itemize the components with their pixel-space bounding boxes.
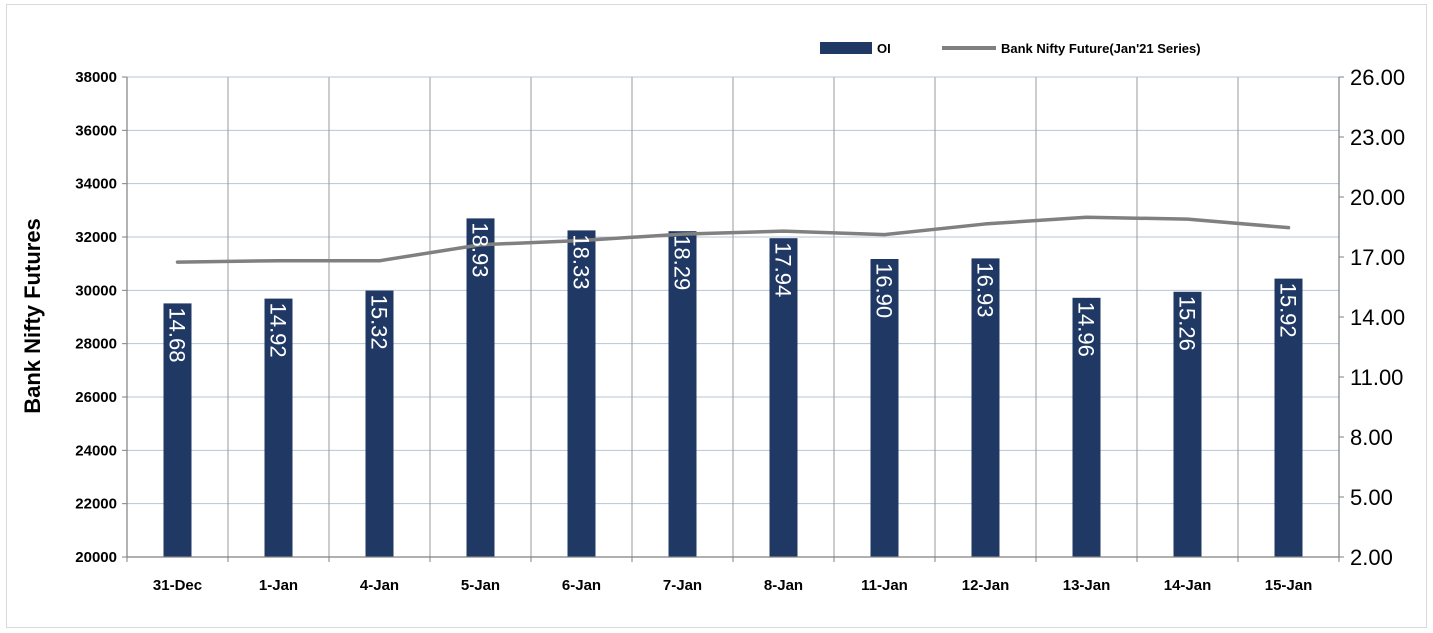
bar-data-label: 18.29 [670, 235, 695, 290]
left-tick-label: 24000 [75, 442, 117, 459]
bar-data-labels: 14.68 14.92 15.32 18.93 18.33 18.29 17.94 16.90… [165, 222, 1301, 362]
left-tick-label: 36000 [75, 122, 117, 139]
right-tick-label: 23.00 [1350, 125, 1405, 150]
bar-7-Jan [668, 231, 697, 557]
left-tick-label: 28000 [75, 336, 117, 353]
legend-label-oi: OI [877, 41, 891, 56]
right-tick-label: 26.00 [1350, 65, 1405, 90]
bar-data-label: 14.92 [266, 303, 291, 358]
y-axis-label: Bank Nifty Futures [20, 218, 45, 414]
x-tick-label: 5-Jan [461, 577, 500, 594]
left-tick-label: 34000 [75, 176, 117, 193]
bar-6-Jan [567, 230, 596, 557]
line-series [175, 215, 1291, 264]
x-tick-label: 4-Jan [360, 577, 399, 594]
right-tick-label: 2.00 [1350, 545, 1393, 570]
bar-12-Jan [971, 258, 1000, 557]
x-tick-label: 6-Jan [562, 577, 601, 594]
bar-data-label: 16.90 [872, 263, 897, 318]
bar-15-Jan [1274, 278, 1303, 557]
bar-data-label: 15.26 [1175, 296, 1200, 351]
tick-labels: 20000 22000 24000 26000 28000 30000 32000 34000… [75, 65, 1405, 594]
bar-1-Jan [264, 298, 293, 557]
x-tick-label: 15-Jan [1265, 577, 1313, 594]
bank-nifty-line [175, 215, 1291, 264]
bar-11-Jan [870, 259, 899, 557]
x-tick-label: 13-Jan [1063, 577, 1111, 594]
bar-data-label: 16.93 [973, 262, 998, 317]
left-tick-label: 22000 [75, 496, 117, 513]
right-tick-label: 11.00 [1350, 365, 1403, 390]
left-tick-label: 26000 [75, 389, 117, 406]
legend: OI Bank Nifty Future(Jan'21 Series) [820, 41, 1201, 56]
gridlines [127, 76, 1339, 557]
legend-label-bank-nifty: Bank Nifty Future(Jan'21 Series) [1001, 41, 1201, 56]
bar-14-Jan [1173, 291, 1202, 557]
right-tick-label: 17.00 [1350, 245, 1405, 270]
x-tick-label: 12-Jan [962, 577, 1010, 594]
left-tick-label: 20000 [75, 549, 117, 566]
left-tick-label: 32000 [75, 229, 117, 246]
x-tick-label: 7-Jan [663, 577, 702, 594]
bar-5-Jan [466, 218, 495, 557]
bar-8-Jan [769, 238, 798, 557]
bars [163, 218, 1303, 557]
bar-data-label: 17.94 [771, 242, 796, 297]
x-tick-label: 8-Jan [764, 577, 803, 594]
legend-swatch-oi [820, 42, 872, 54]
right-tick-label: 5.00 [1350, 485, 1393, 510]
bar-data-label: 14.68 [165, 307, 190, 362]
bar-data-label: 14.96 [1074, 302, 1099, 357]
x-tick-label: 31-Dec [153, 577, 202, 594]
right-tick-label: 20.00 [1350, 185, 1405, 210]
bar-31-Dec [163, 303, 192, 557]
x-tick-label: 1-Jan [259, 577, 298, 594]
axes [122, 76, 1344, 562]
bar-4-Jan [365, 290, 394, 557]
left-tick-label: 38000 [75, 69, 117, 86]
left-tick-label: 30000 [75, 282, 117, 299]
x-tick-label: 11-Jan [861, 577, 908, 594]
bar-data-label: 15.92 [1276, 283, 1301, 338]
bar-data-label: 18.33 [569, 234, 594, 289]
bar-data-label: 18.93 [468, 222, 493, 277]
right-tick-label: 8.00 [1350, 425, 1393, 450]
bar-13-Jan [1072, 297, 1101, 557]
chart-frame [6, 4, 1427, 628]
x-tick-label: 14-Jan [1164, 577, 1212, 594]
bar-data-label: 15.32 [367, 295, 392, 350]
right-tick-label: 14.00 [1350, 305, 1405, 330]
